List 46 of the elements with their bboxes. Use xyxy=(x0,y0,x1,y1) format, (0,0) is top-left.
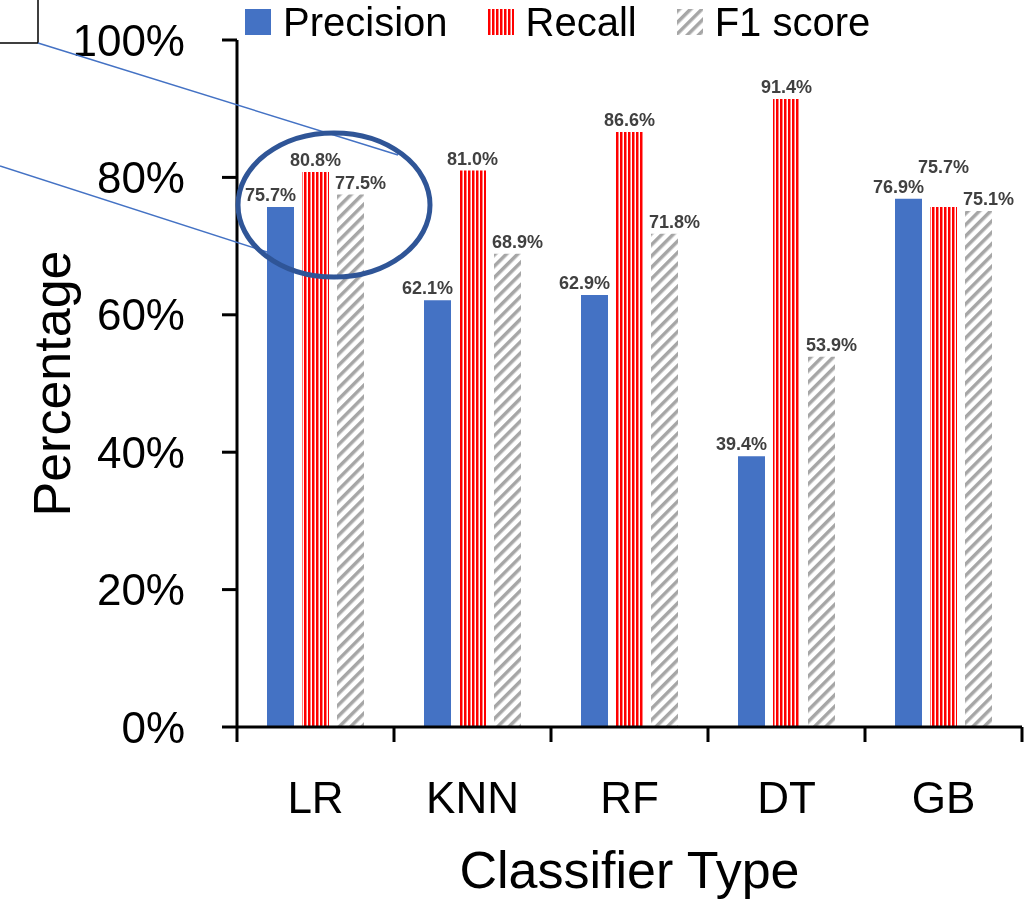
bar xyxy=(930,206,957,727)
data-label: 71.8% xyxy=(648,211,701,232)
data-label: 80.8% xyxy=(289,149,342,170)
bar xyxy=(773,99,800,727)
data-label: 62.9% xyxy=(558,272,611,293)
bar xyxy=(616,132,643,727)
data-label: 75.7% xyxy=(917,157,970,178)
data-label: 75.1% xyxy=(962,189,1015,210)
bar xyxy=(337,194,364,727)
data-label: 76.9% xyxy=(872,176,925,197)
x-axis-title: Classifier Type xyxy=(459,841,800,899)
data-label: 62.1% xyxy=(401,278,454,299)
data-label: 91.4% xyxy=(760,77,813,98)
x-tick-label: KNN xyxy=(426,773,519,822)
x-tick-label: LR xyxy=(287,773,344,822)
data-label: 53.9% xyxy=(805,334,858,355)
bar xyxy=(459,170,486,727)
y-tick-label: 20% xyxy=(96,565,185,615)
data-label: 75.7% xyxy=(244,184,297,205)
bar xyxy=(895,198,922,727)
y-tick-label: 100% xyxy=(72,15,185,65)
bar xyxy=(965,211,992,727)
data-label: 68.9% xyxy=(491,231,544,252)
x-tick-label: GB xyxy=(911,773,976,822)
y-tick-label: 80% xyxy=(96,153,185,203)
bar xyxy=(651,233,678,727)
bar xyxy=(808,356,835,727)
data-label: 39.4% xyxy=(715,434,768,455)
y-tick-label: 40% xyxy=(96,427,185,477)
y-tick-label: 60% xyxy=(96,290,185,340)
legend-label: Precision xyxy=(283,0,448,45)
y-tick-label: 0% xyxy=(121,702,185,752)
data-label: 81.0% xyxy=(446,148,499,169)
bar xyxy=(267,206,294,727)
x-tick-label: RF xyxy=(600,773,659,822)
data-label: 86.6% xyxy=(603,110,656,131)
bar xyxy=(424,300,451,727)
bar xyxy=(494,253,521,727)
data-label: 77.5% xyxy=(334,172,387,193)
x-tick-label: DT xyxy=(757,773,816,822)
bar xyxy=(302,171,329,727)
legend-label: Recall xyxy=(525,0,637,45)
bar xyxy=(581,294,608,727)
bar xyxy=(738,456,765,727)
legend-label: F1 score xyxy=(714,0,871,45)
y-axis-title: Percentage xyxy=(23,250,81,517)
